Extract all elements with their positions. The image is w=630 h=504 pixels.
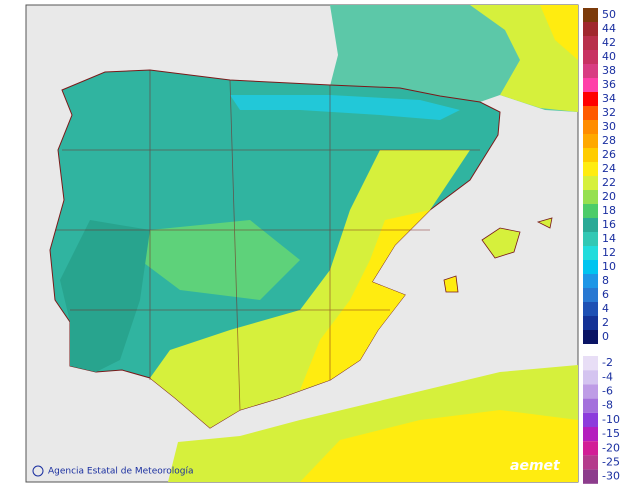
legend-label: 30 bbox=[602, 120, 616, 133]
legend-label: -4 bbox=[602, 370, 613, 383]
legend-swatch bbox=[583, 384, 598, 399]
legend-swatch bbox=[583, 441, 598, 456]
legend-label: -6 bbox=[602, 385, 613, 398]
hot-zone bbox=[300, 210, 430, 390]
legend-swatch bbox=[583, 260, 598, 274]
legend-label: 24 bbox=[602, 162, 616, 175]
legend-label: -8 bbox=[602, 399, 613, 412]
legend-label: 26 bbox=[602, 148, 616, 161]
legend-swatch bbox=[583, 190, 598, 204]
logo: aemet bbox=[510, 458, 561, 474]
legend-swatch bbox=[583, 274, 598, 288]
legend-label: 38 bbox=[602, 64, 616, 77]
legend-swatch bbox=[583, 204, 598, 218]
legend-label: 32 bbox=[602, 106, 616, 119]
france-warm bbox=[470, 5, 578, 112]
legend-label: 28 bbox=[602, 134, 616, 147]
france-warmer bbox=[540, 5, 578, 60]
legend-label: 6 bbox=[602, 288, 609, 301]
legend-label: -20 bbox=[602, 441, 620, 454]
menorca bbox=[536, 217, 553, 229]
africa-hot bbox=[300, 410, 578, 482]
legend-swatch bbox=[583, 455, 598, 470]
legend-swatch bbox=[583, 469, 598, 484]
legend-label: 8 bbox=[602, 274, 609, 287]
credit-icon bbox=[32, 465, 44, 477]
legend-swatch bbox=[583, 162, 598, 176]
legend-swatch bbox=[583, 427, 598, 442]
legend-swatch bbox=[583, 148, 598, 162]
legend-label: 40 bbox=[602, 50, 616, 63]
legend-swatch bbox=[583, 356, 598, 371]
legend-swatch bbox=[583, 232, 598, 246]
mallorca bbox=[481, 227, 521, 259]
legend-label: 2 bbox=[602, 316, 609, 329]
green-zone bbox=[140, 220, 300, 300]
legend-label: 36 bbox=[602, 78, 616, 91]
legend-swatch bbox=[583, 64, 598, 78]
borders bbox=[55, 70, 480, 411]
legend-swatch bbox=[583, 288, 598, 302]
legend-label: 12 bbox=[602, 246, 616, 259]
legend-label: 14 bbox=[602, 232, 616, 245]
legend-swatch bbox=[583, 398, 598, 413]
legend-swatch bbox=[583, 246, 598, 260]
legend-swatch bbox=[583, 78, 598, 92]
legend-label: 16 bbox=[602, 218, 616, 231]
credit: Agencia Estatal de Meteorología bbox=[48, 467, 194, 477]
legend-swatch bbox=[583, 134, 598, 148]
legend: 5044424038363432302826242220181614121086… bbox=[583, 8, 620, 484]
legend-label: 18 bbox=[602, 204, 616, 217]
legend-label: 34 bbox=[602, 92, 616, 105]
legend-label: -25 bbox=[602, 456, 620, 469]
legend-swatch bbox=[583, 92, 598, 106]
legend-swatch bbox=[583, 412, 598, 427]
ibiza bbox=[443, 275, 459, 293]
legend-swatch bbox=[583, 176, 598, 190]
legend-swatch bbox=[583, 36, 598, 50]
legend-label: 4 bbox=[602, 302, 609, 315]
legend-label: 0 bbox=[602, 330, 609, 343]
legend-label: -2 bbox=[602, 356, 613, 369]
legend-swatch bbox=[583, 8, 598, 22]
legend-swatch bbox=[583, 120, 598, 134]
legend-swatch bbox=[583, 330, 598, 344]
legend-swatch bbox=[583, 302, 598, 316]
legend-label: 22 bbox=[602, 176, 616, 189]
legend-swatch bbox=[583, 22, 598, 36]
legend-label: 44 bbox=[602, 22, 616, 35]
legend-label: 10 bbox=[602, 260, 616, 273]
legend-label: -10 bbox=[602, 413, 620, 426]
legend-label: 42 bbox=[602, 36, 616, 49]
legend-swatch bbox=[583, 370, 598, 385]
legend-swatch bbox=[583, 316, 598, 330]
legend-label: 50 bbox=[602, 8, 616, 21]
legend-label: -15 bbox=[602, 427, 620, 440]
legend-swatch bbox=[583, 50, 598, 64]
legend-swatch bbox=[583, 106, 598, 120]
cool-zone bbox=[230, 95, 460, 120]
portugal-zone bbox=[60, 220, 150, 372]
legend-label: 20 bbox=[602, 190, 616, 203]
legend-swatch bbox=[583, 218, 598, 232]
legend-label: -30 bbox=[602, 470, 620, 483]
